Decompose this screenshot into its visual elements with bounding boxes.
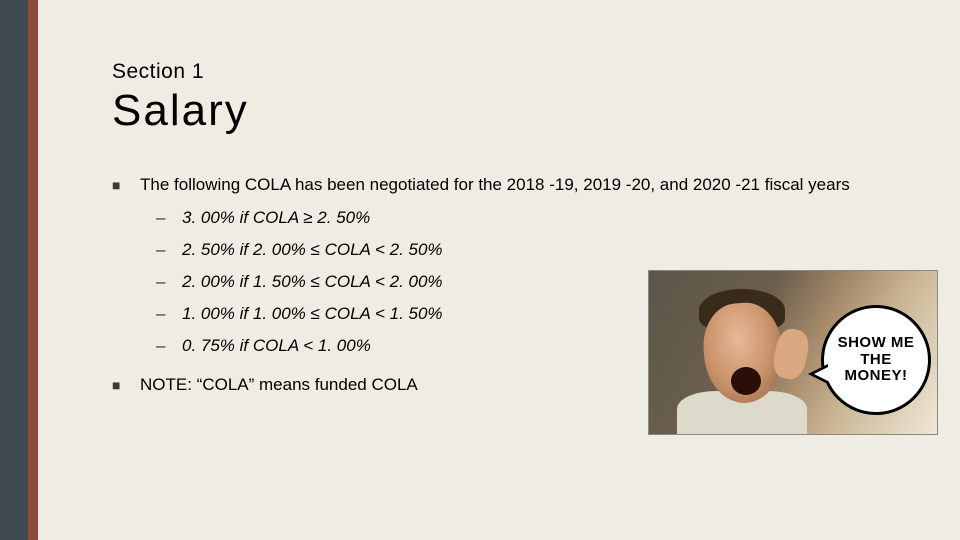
slide-title: Salary — [112, 86, 892, 136]
section-label: Section 1 — [112, 60, 892, 84]
sub-bullet-item: 2. 50% if 2. 00% ≤ COLA < 2. 50% — [140, 239, 872, 262]
meme-image: SHOW ME THE MONEY! — [648, 270, 938, 435]
accent-stripe-inner — [28, 0, 38, 540]
speech-bubble: SHOW ME THE MONEY! — [821, 305, 931, 415]
bullet-text: NOTE: “COLA” means funded COLA — [140, 375, 418, 394]
accent-stripe-outer — [0, 0, 28, 540]
sub-bullet-item: 3. 00% if COLA ≥ 2. 50% — [140, 207, 872, 230]
bullet-text: The following COLA has been negotiated f… — [140, 175, 850, 194]
speech-text: SHOW ME THE MONEY! — [832, 335, 920, 385]
meme-mouth — [731, 367, 761, 395]
